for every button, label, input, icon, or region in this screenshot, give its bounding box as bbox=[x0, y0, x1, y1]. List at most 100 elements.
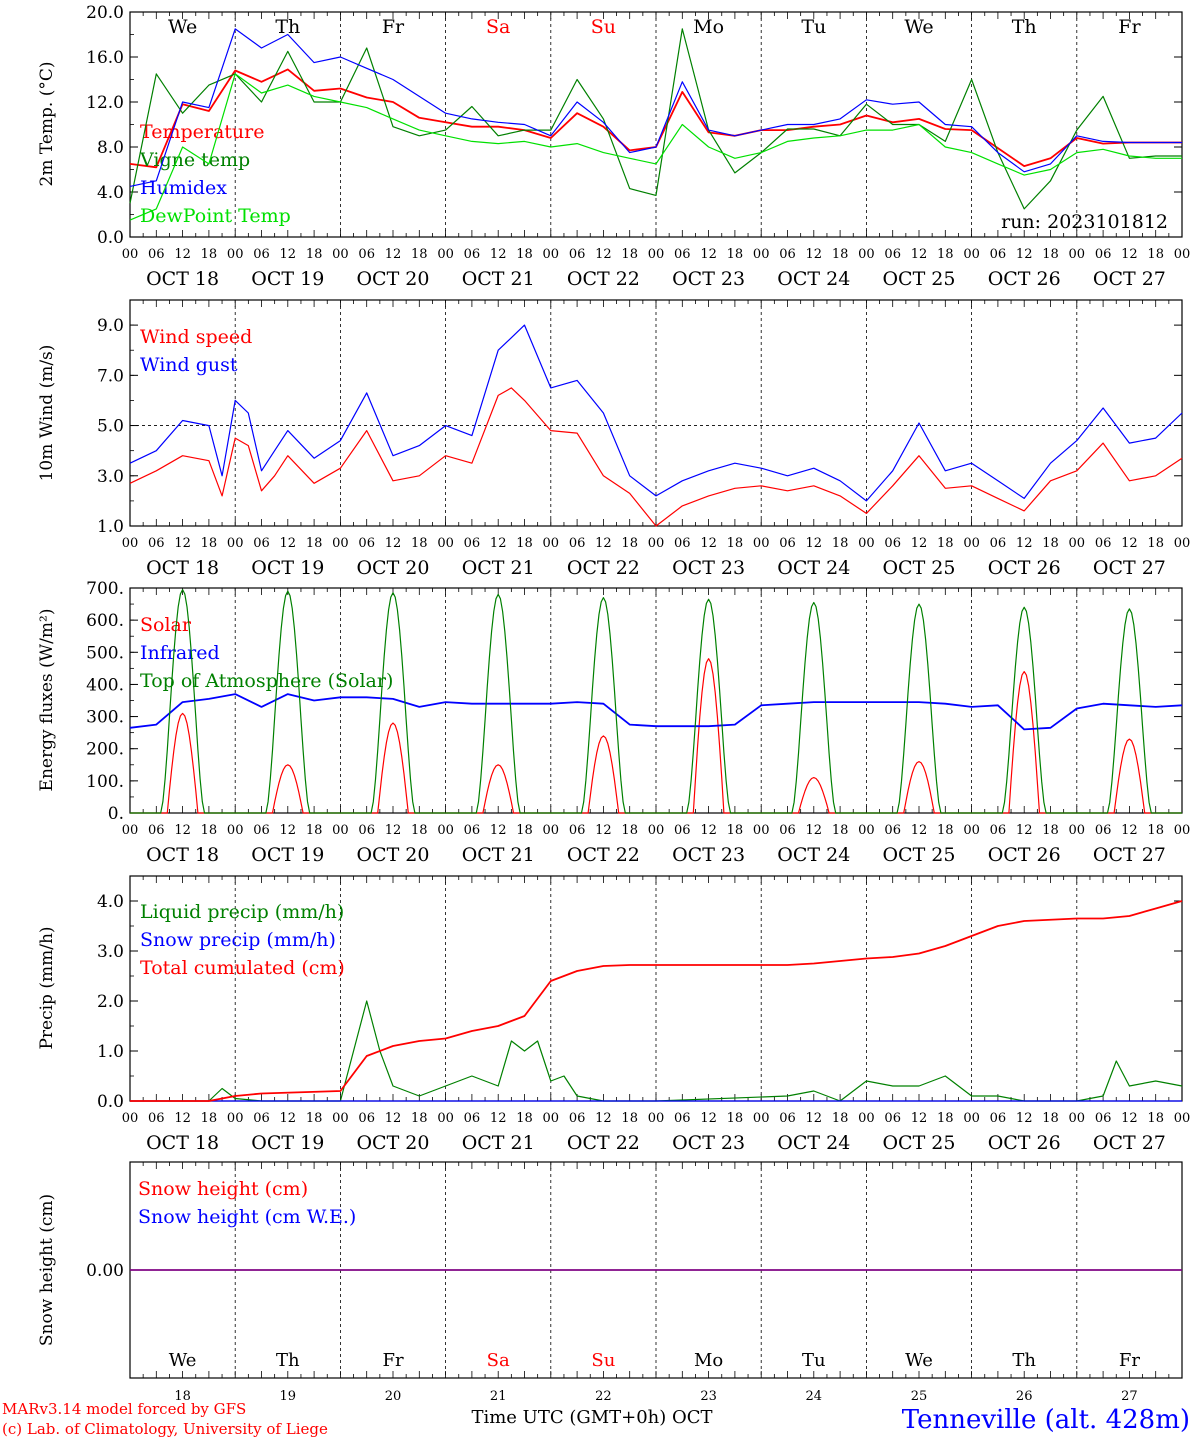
x-hour-label: 18 bbox=[411, 1111, 428, 1126]
x-hour-label: 12 bbox=[595, 1111, 612, 1126]
y-tick-label: 0. bbox=[108, 804, 124, 824]
x-hour-label: 06 bbox=[253, 1111, 270, 1126]
x-date-label: OCT 24 bbox=[777, 268, 850, 290]
x-hour-label: 00 bbox=[543, 247, 560, 262]
day-number-label: 26 bbox=[1016, 1389, 1033, 1404]
legend-entry: Wind speed bbox=[140, 326, 252, 348]
x-hour-label: 06 bbox=[148, 823, 165, 838]
x-hour-label: 00 bbox=[122, 823, 139, 838]
y-tick-label: 0.0 bbox=[97, 228, 124, 248]
x-hour-label: 18 bbox=[1042, 823, 1059, 838]
x-hour-label: 00 bbox=[543, 1111, 560, 1126]
x-hour-label: 06 bbox=[358, 247, 375, 262]
x-date-label: OCT 18 bbox=[146, 268, 219, 290]
x-hour-label: 06 bbox=[1095, 247, 1112, 262]
x-hour-label: 12 bbox=[385, 536, 402, 551]
x-hour-label: 00 bbox=[858, 247, 875, 262]
x-hour-label: 12 bbox=[806, 823, 823, 838]
x-hour-label: 06 bbox=[884, 536, 901, 551]
x-hour-label: 00 bbox=[858, 536, 875, 551]
x-hour-label: 00 bbox=[227, 247, 244, 262]
x-hour-label: 00 bbox=[543, 823, 560, 838]
weekday-label: Tu bbox=[802, 1350, 826, 1371]
legend-entry: Liquid precip (mm/h) bbox=[140, 901, 344, 923]
x-date-label: OCT 20 bbox=[356, 557, 429, 579]
x-hour-label: 06 bbox=[1095, 536, 1112, 551]
x-hour-label: 12 bbox=[490, 823, 507, 838]
legend-entry: Humidex bbox=[140, 177, 227, 199]
x-hour-label: 06 bbox=[358, 1111, 375, 1126]
y-tick-label: 12.0 bbox=[86, 93, 124, 113]
x-hour-label: 06 bbox=[990, 823, 1007, 838]
x-date-label: OCT 27 bbox=[1093, 557, 1166, 579]
x-hour-label: 18 bbox=[201, 247, 218, 262]
x-hour-label: 12 bbox=[174, 1111, 191, 1126]
x-hour-label: 18 bbox=[937, 247, 954, 262]
x-hour-label: 12 bbox=[595, 536, 612, 551]
weekday-label: Sa bbox=[486, 16, 510, 38]
x-hour-label: 12 bbox=[595, 247, 612, 262]
series-line bbox=[129, 324, 1183, 502]
x-hour-label: 00 bbox=[1174, 247, 1191, 262]
weekday-label: Mo bbox=[693, 16, 724, 38]
x-hour-label: 18 bbox=[1042, 536, 1059, 551]
x-hour-label: 12 bbox=[911, 247, 928, 262]
weekday-label: Mo bbox=[694, 1350, 723, 1371]
y-axis-label: 10m Wind (m/s) bbox=[37, 345, 57, 482]
x-date-label: OCT 25 bbox=[882, 557, 955, 579]
x-hour-label: 00 bbox=[753, 1111, 770, 1126]
x-hour-label: 12 bbox=[1016, 823, 1033, 838]
x-hour-label: 06 bbox=[358, 536, 375, 551]
x-hour-label: 12 bbox=[1121, 823, 1138, 838]
x-hour-label: 12 bbox=[174, 536, 191, 551]
series-line bbox=[130, 588, 1182, 814]
x-hour-label: 18 bbox=[621, 1111, 638, 1126]
x-hour-label: 18 bbox=[937, 536, 954, 551]
y-tick-label: 700. bbox=[86, 579, 124, 599]
x-hour-label: 18 bbox=[306, 1111, 323, 1126]
y-axis-label: Precip (mm/h) bbox=[37, 926, 57, 1049]
x-hour-label: 00 bbox=[332, 247, 349, 262]
x-hour-label: 12 bbox=[1016, 247, 1033, 262]
x-hour-label: 00 bbox=[1174, 1111, 1191, 1126]
x-hour-label: 12 bbox=[174, 823, 191, 838]
series-line bbox=[130, 900, 1183, 1102]
x-hour-label: 06 bbox=[674, 823, 691, 838]
legend-entry: Snow height (cm) bbox=[138, 1178, 308, 1200]
y-tick-label: 4.0 bbox=[97, 183, 124, 203]
x-hour-label: 12 bbox=[700, 247, 717, 262]
x-hour-label: 18 bbox=[937, 1111, 954, 1126]
x-hour-label: 00 bbox=[648, 247, 665, 262]
x-date-label: OCT 25 bbox=[882, 1132, 955, 1154]
x-hour-label: 06 bbox=[990, 247, 1007, 262]
y-tick-label: 100. bbox=[86, 772, 124, 792]
x-hour-label: 12 bbox=[911, 1111, 928, 1126]
x-date-label: OCT 21 bbox=[462, 1132, 535, 1154]
x-date-label: OCT 24 bbox=[777, 844, 850, 866]
x-hour-label: 06 bbox=[1095, 823, 1112, 838]
y-tick-label: 8.0 bbox=[97, 138, 124, 158]
x-hour-label: 00 bbox=[122, 1111, 139, 1126]
day-number-label: 20 bbox=[385, 1389, 402, 1404]
y-tick-label: 3.0 bbox=[97, 942, 124, 962]
x-hour-label: 18 bbox=[621, 823, 638, 838]
x-hour-label: 00 bbox=[122, 536, 139, 551]
series-line bbox=[129, 387, 1183, 527]
x-date-label: OCT 27 bbox=[1093, 1132, 1166, 1154]
x-hour-label: 00 bbox=[227, 1111, 244, 1126]
y-tick-label: 500. bbox=[86, 643, 124, 663]
series-line bbox=[129, 73, 1182, 221]
y-axis-label: Energy fluxes (W/m²) bbox=[37, 609, 57, 792]
x-hour-label: 06 bbox=[779, 1111, 796, 1126]
x-hour-label: 12 bbox=[1016, 536, 1033, 551]
x-hour-label: 06 bbox=[148, 1111, 165, 1126]
x-date-label: OCT 18 bbox=[146, 557, 219, 579]
day-number-label: 25 bbox=[911, 1389, 928, 1404]
x-hour-label: 00 bbox=[858, 1111, 875, 1126]
x-date-label: OCT 26 bbox=[988, 1132, 1061, 1154]
x-hour-label: 06 bbox=[1095, 1111, 1112, 1126]
weekday-label: We bbox=[904, 16, 933, 38]
day-number-label: 19 bbox=[280, 1389, 297, 1404]
weekday-label: Sa bbox=[487, 1350, 510, 1371]
